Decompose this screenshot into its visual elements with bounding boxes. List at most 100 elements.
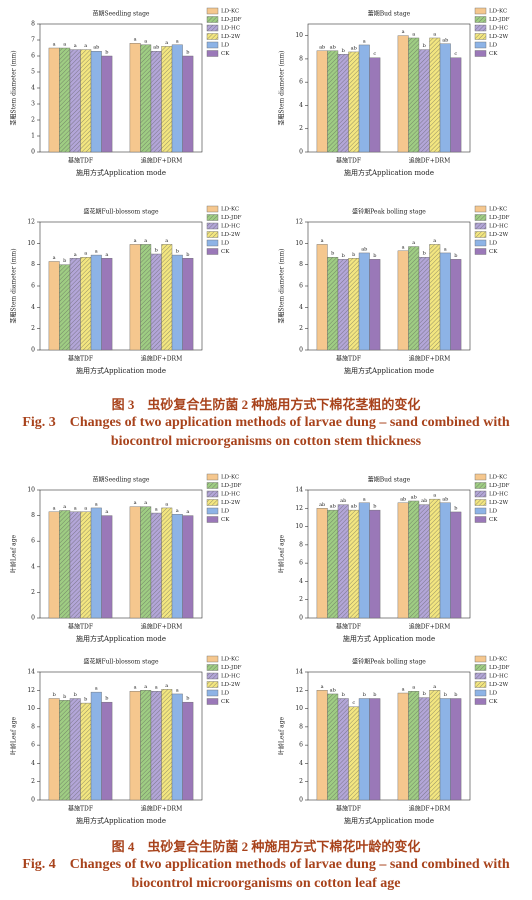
- bar: [439, 252, 451, 351]
- x-tick-label: 基施TDF: [68, 623, 93, 631]
- x-tick-label: 追施DF+DRM: [141, 157, 182, 165]
- significance-letter: b: [423, 43, 426, 49]
- significance-letter: a: [155, 507, 158, 513]
- bar: [358, 252, 370, 351]
- legend-label: CK: [489, 51, 498, 57]
- x-tick-label: 追施DF+DRM: [409, 805, 450, 813]
- legend-label: LD-HC: [221, 26, 240, 32]
- significance-letter: a: [444, 246, 447, 252]
- legend-label: LD-2W: [221, 34, 241, 40]
- bar: [171, 693, 183, 801]
- bar: [129, 691, 141, 801]
- legend-swatch: [206, 499, 219, 506]
- significance-letter: a: [105, 509, 108, 515]
- bar: [337, 698, 349, 801]
- y-tick-label: 10: [27, 705, 35, 712]
- significance-letter: a: [176, 38, 179, 44]
- bar: [348, 509, 360, 619]
- x-axis-label: 施用方式Application mode: [344, 168, 434, 177]
- legend-label: LD-KC: [221, 207, 239, 213]
- legend-label: CK: [489, 517, 498, 523]
- significance-letter: a: [321, 238, 324, 244]
- bar: [161, 46, 173, 153]
- legend-swatch: [474, 248, 487, 255]
- bar: [337, 504, 349, 619]
- legend-label: LD-2W: [489, 682, 509, 688]
- legend-swatch: [206, 672, 219, 680]
- y-tick-label: 3: [31, 101, 35, 108]
- y-tick-label: 1: [31, 133, 35, 140]
- significance-letter: ab: [319, 44, 325, 50]
- legend-swatch: [206, 239, 219, 247]
- significance-letter: b: [186, 50, 189, 56]
- bar: [171, 44, 183, 153]
- significance-letter: a: [144, 238, 147, 244]
- legend-swatch: [474, 231, 487, 238]
- x-tick-label: 基施TDF: [336, 805, 361, 813]
- significance-letter: b: [454, 692, 457, 698]
- legend-label: LD-2W: [221, 232, 241, 238]
- significance-letter: a: [95, 501, 98, 507]
- legend-swatch: [206, 222, 219, 230]
- bar: [408, 500, 420, 619]
- bar: [450, 259, 462, 351]
- bar: [80, 49, 92, 153]
- x-axis-label: 施用方式 Application mode: [343, 634, 435, 643]
- plot-frame: [39, 489, 203, 619]
- significance-letter: a: [63, 42, 66, 48]
- significance-letter: a: [321, 684, 324, 690]
- bar: [80, 702, 92, 801]
- legend-swatch: [206, 689, 219, 697]
- y-tick-label: 2: [31, 589, 35, 596]
- plot-frame: [307, 671, 471, 801]
- bar: [140, 506, 152, 619]
- bar: [161, 507, 173, 619]
- bar: [161, 689, 173, 801]
- significance-letter: b: [454, 253, 457, 259]
- y-tick-label: 8: [31, 21, 35, 28]
- bar: [358, 698, 370, 801]
- legend-swatch: [474, 473, 487, 481]
- bar: [316, 508, 328, 619]
- y-tick-label: 6: [31, 742, 35, 749]
- caption-cn: 图 4 虫砂复合生防菌 2 种施用方式下棉花叶龄的变化: [111, 839, 421, 854]
- legend-swatch: [206, 681, 219, 688]
- bar: [429, 244, 441, 351]
- legend-label: LD-2W: [221, 682, 241, 688]
- bar: [397, 692, 409, 801]
- bar: [80, 511, 92, 619]
- bar: [48, 698, 60, 801]
- y-tick-label: 8: [31, 261, 35, 268]
- x-axis-label: 施用方式Application mode: [76, 366, 166, 375]
- significance-letter: a: [105, 252, 108, 258]
- y-tick-label: 8: [299, 261, 303, 268]
- bar: [182, 701, 194, 801]
- significance-letter: a: [165, 501, 168, 507]
- y-tick-label: 8: [31, 723, 35, 730]
- significance-letter: a: [74, 43, 77, 49]
- legend-label: LD: [221, 241, 230, 247]
- x-tick-label: 基施TDF: [68, 805, 93, 813]
- legend-label: LD: [489, 691, 498, 697]
- bar: [48, 511, 60, 619]
- bar: [101, 515, 113, 619]
- bar: [439, 502, 451, 619]
- y-tick-label: 12: [295, 219, 303, 226]
- bar: [327, 693, 339, 801]
- bar: [182, 258, 194, 351]
- y-tick-label: 0: [299, 797, 303, 804]
- significance-letter: b: [373, 504, 376, 510]
- y-tick-label: 6: [31, 538, 35, 545]
- bar: [316, 50, 328, 153]
- legend-swatch: [474, 698, 487, 705]
- x-tick-label: 追施DF+DRM: [141, 805, 182, 813]
- significance-letter: a: [165, 683, 168, 689]
- significance-letter: ab: [421, 498, 427, 504]
- bar: [59, 700, 71, 801]
- significance-letter: a: [176, 687, 179, 693]
- y-axis-label: 叶龄Leaf age: [278, 534, 286, 573]
- legend-swatch: [474, 24, 487, 32]
- significance-letter: b: [342, 48, 345, 54]
- legend-swatch: [206, 482, 219, 489]
- bar: [59, 510, 71, 619]
